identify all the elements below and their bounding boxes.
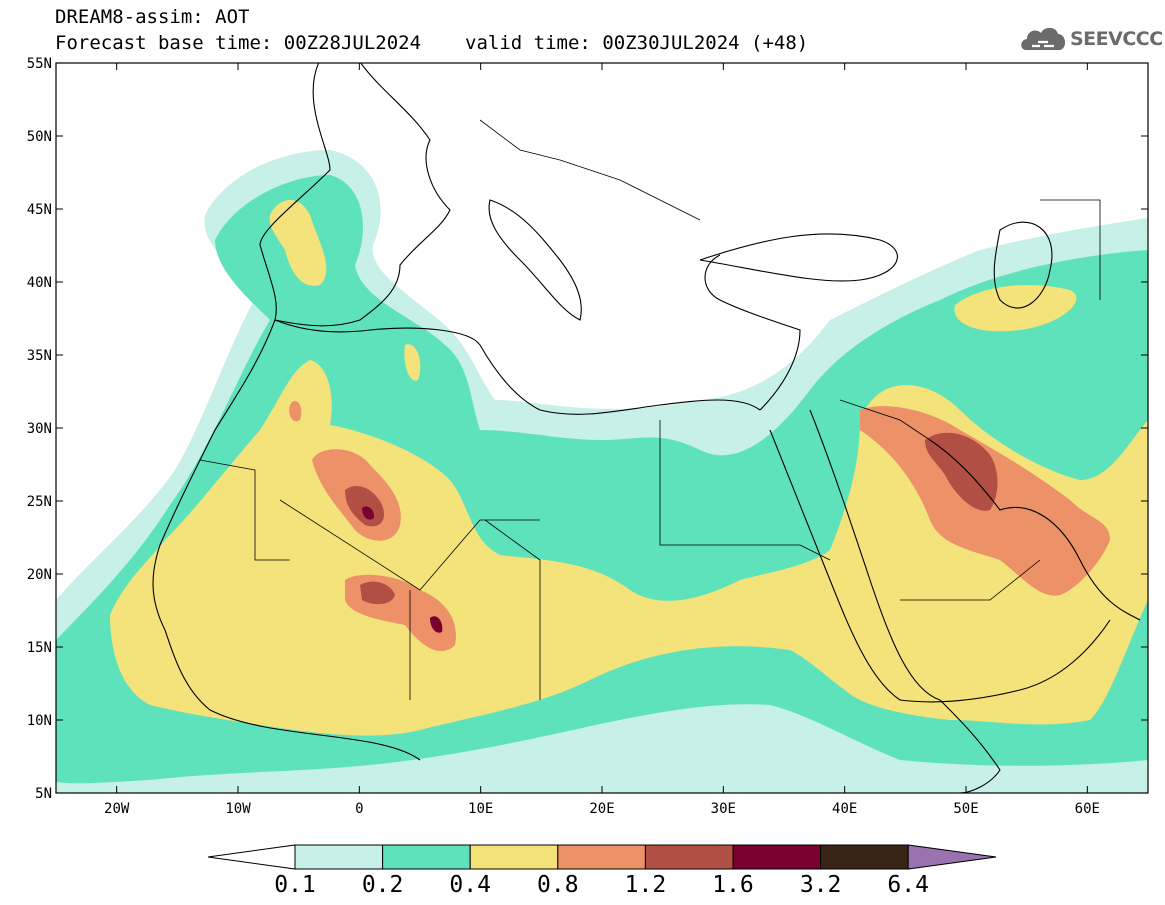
coast-italy xyxy=(488,199,582,321)
aot-band-1.6-sahara xyxy=(362,506,375,520)
lon-tick-label: 60E xyxy=(1075,801,1100,817)
colorbar-swatch xyxy=(469,844,559,870)
coastlines xyxy=(152,63,1141,793)
aot-band-0.4 xyxy=(110,360,1148,736)
map-title: DREAM8-assim: AOT xyxy=(55,6,250,28)
colorbar-label: 3.2 xyxy=(800,872,842,898)
country-borders xyxy=(199,119,1101,700)
lon-tick-label: 0 xyxy=(355,801,363,817)
colorbar-swatch xyxy=(557,844,646,870)
aot-contours xyxy=(56,150,1148,793)
lat-tick-label: 35N xyxy=(27,348,52,364)
forecast-base-time: Forecast base time: 00Z28JUL2024 xyxy=(55,32,422,54)
lat-tick-label: 55N xyxy=(27,56,52,72)
lat-tick-label: 10N xyxy=(27,713,52,729)
longitude-axis: 20W 10W 0 10E 20E 30E 40E 50E 60E xyxy=(104,63,1100,817)
coast-arabia-south xyxy=(899,619,1111,703)
colorbar-swatch xyxy=(820,844,909,870)
lat-tick-label: 30N xyxy=(27,421,52,437)
lon-tick-label: 10E xyxy=(468,801,493,817)
cloud-icon xyxy=(1021,27,1066,50)
coast-levant xyxy=(704,254,801,411)
lon-tick-label: 50E xyxy=(953,801,978,817)
colorbar-label: 6.4 xyxy=(887,872,929,898)
aot-band-1.2-sahara xyxy=(345,485,385,527)
valid-time: valid time: 00Z30JUL2024 (+48) xyxy=(465,32,809,54)
colorbar-swatch xyxy=(382,844,471,870)
colorbar-label: 1.2 xyxy=(625,872,667,898)
coast-red-sea-east xyxy=(809,409,941,701)
aot-band-1.6-niger xyxy=(430,616,443,633)
colorbar-swatch xyxy=(732,844,822,870)
colorbar-swatch xyxy=(294,844,384,870)
coast-north-africa xyxy=(274,319,761,415)
colorbar: 0.1 0.2 0.4 0.8 1.2 1.6 3.2 6.4 xyxy=(207,844,997,898)
colorbar-under-arrow xyxy=(207,844,296,870)
lat-tick-label: 20N xyxy=(27,567,52,583)
lat-tick-label: 45N xyxy=(27,202,52,218)
colorbar-swatch xyxy=(644,844,734,870)
aot-band-0.8-mauritania xyxy=(289,400,302,422)
aot-patch-algeria xyxy=(404,344,421,381)
seevccc-logo: SEEVCCC xyxy=(1018,22,1163,56)
lon-tick-label: 40E xyxy=(832,801,857,817)
lat-tick-label: 5N xyxy=(35,786,52,802)
aot-patch-iberia xyxy=(269,200,327,286)
colorbar-label: 0.2 xyxy=(362,872,404,898)
latitude-axis: 55N 50N 45N 40N 35N 30N 25N 20N 15N 10N 5N xyxy=(27,56,1148,802)
colorbar-label: 0.4 xyxy=(449,872,491,898)
lat-tick-label: 15N xyxy=(27,640,52,656)
aot-band-1.2-gulf xyxy=(925,432,998,511)
lon-tick-label: 20E xyxy=(589,801,614,817)
time-info: Forecast base time: 00Z28JUL2024 valid ti… xyxy=(55,32,808,54)
lon-tick-label: 20W xyxy=(104,801,130,817)
lat-tick-label: 40N xyxy=(27,275,52,291)
coast-iberia-france xyxy=(259,63,451,327)
coast-caspian xyxy=(993,221,1053,309)
coast-red-sea xyxy=(769,429,901,701)
lon-tick-label: 10W xyxy=(225,801,251,817)
colorbar-label: 1.6 xyxy=(712,872,754,898)
colorbar-over-arrow xyxy=(907,844,997,870)
coast-west-africa xyxy=(152,319,421,761)
coast-persian-gulf xyxy=(929,439,1141,621)
logo-text: SEEVCCC xyxy=(1070,28,1163,50)
coast-horn xyxy=(939,699,1001,793)
colorbar-label: 0.8 xyxy=(537,872,579,898)
colorbar-label: 0.1 xyxy=(274,872,316,898)
coast-black-sea xyxy=(699,233,898,282)
lat-tick-label: 25N xyxy=(27,494,52,510)
aot-band-1.2-niger xyxy=(360,581,395,605)
lon-tick-label: 30E xyxy=(711,801,736,817)
lat-tick-label: 50N xyxy=(27,129,52,145)
